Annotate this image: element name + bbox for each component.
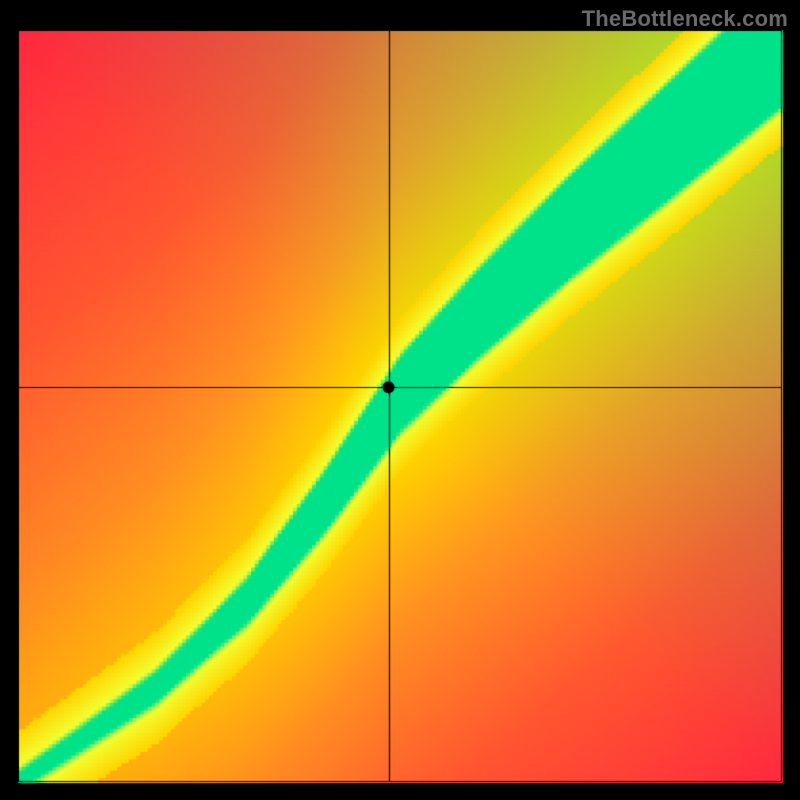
heatmap-canvas <box>0 0 800 800</box>
watermark-text: TheBottleneck.com <box>582 6 788 32</box>
chart-container: TheBottleneck.com <box>0 0 800 800</box>
